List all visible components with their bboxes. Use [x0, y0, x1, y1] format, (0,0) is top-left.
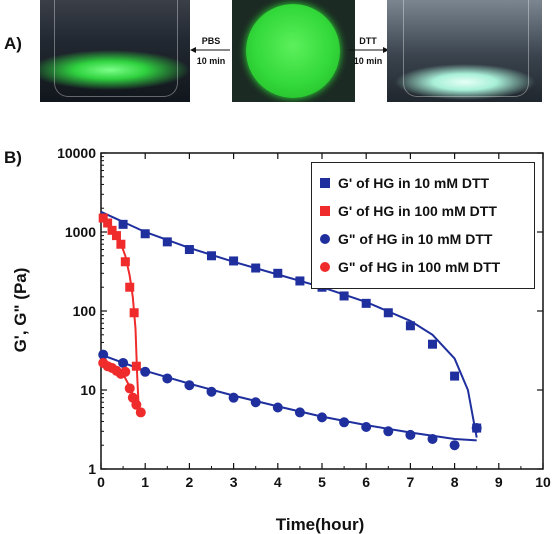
data-point-square: [118, 219, 128, 229]
legend-item: G' of HG in 10 mM DTT: [320, 173, 489, 193]
data-point-circle: [140, 366, 151, 377]
arrow-left-bottom-label: 10 min: [196, 56, 226, 66]
x-tick-label: 4: [274, 474, 282, 490]
legend-item: G" of HG in 100 mM DTT: [320, 257, 500, 277]
data-point-square: [103, 218, 113, 228]
data-point-square: [162, 237, 172, 247]
photo-dissolved-in-dtt: [387, 0, 542, 102]
chart-legend: G' of HG in 10 mM DTT G' of HG in 100 mM …: [311, 162, 535, 289]
x-tick-label: 0: [97, 474, 105, 490]
x-tick-label: 8: [451, 474, 459, 490]
legend-label: G" of HG in 10 mM DTT: [338, 231, 493, 247]
x-tick-label: 9: [495, 474, 503, 490]
data-point-circle: [272, 402, 283, 413]
panel-b-label: B): [4, 148, 22, 167]
data-point-circle: [206, 386, 217, 397]
fit-line-series-3: [100, 353, 477, 442]
data-point-circle: [162, 373, 173, 384]
data-point-square: [405, 321, 415, 331]
data-point-circle: [294, 407, 305, 418]
panel-a-label: A): [4, 34, 22, 53]
legend-label: G" of HG in 100 mM DTT: [338, 259, 501, 275]
legend-square-marker: [320, 178, 330, 188]
legend-item: G' of HG in 100 mM DTT: [320, 201, 497, 221]
y-tick-label: 10000: [57, 145, 96, 161]
data-point-square: [251, 263, 261, 273]
x-tick-label: 7: [407, 474, 415, 490]
vial-outline-right: [403, 0, 529, 97]
arrow-right-top-label: DTT: [359, 36, 377, 46]
x-tick-label: 2: [186, 474, 194, 490]
data-point-circle: [449, 440, 460, 451]
legend-item: G" of HG in 10 mM DTT: [320, 229, 492, 249]
x-tick-label: 6: [362, 474, 370, 490]
data-point-square: [116, 239, 126, 249]
legend-circle-marker: [320, 234, 330, 244]
y-tick-label: 1000: [65, 224, 96, 240]
data-point-square: [207, 251, 216, 261]
data-point-square: [273, 268, 283, 278]
legend-label: G' of HG in 10 mM DTT: [338, 175, 490, 191]
glowing-hydrogel-disc: [246, 4, 340, 98]
x-tick-label: 10: [535, 474, 551, 490]
data-point-square: [120, 257, 130, 267]
data-marks: [98, 213, 482, 451]
data-point-square: [428, 339, 437, 349]
data-point-circle: [98, 349, 109, 360]
data-point-circle: [383, 426, 394, 437]
data-point-square: [107, 225, 117, 235]
data-point-circle: [120, 366, 131, 377]
data-point-square: [383, 308, 393, 318]
data-point-circle: [317, 412, 327, 423]
arrow-right-bottom-label: 10 min: [353, 56, 383, 66]
arrow-right-annotation: DTT 10 min: [347, 36, 389, 66]
x-tick-label: 1: [141, 474, 149, 490]
photo-hydrogel-disc: [232, 0, 355, 102]
legend-circle-marker: [320, 262, 330, 272]
data-point-square: [184, 245, 194, 255]
data-point-square: [295, 276, 305, 286]
legend-label: G' of HG in 100 mM DTT: [338, 203, 497, 219]
data-point-square: [125, 282, 135, 292]
y-axis-label: G', G" (Pa): [11, 268, 30, 353]
data-point-square: [98, 213, 108, 223]
arrow-right-icon: [349, 47, 389, 53]
data-point-circle: [118, 357, 129, 368]
x-tick-label: 5: [318, 474, 326, 490]
vial-outline-left: [54, 0, 178, 97]
arrow-left-top-label: PBS: [201, 36, 221, 46]
data-point-square: [129, 308, 139, 318]
data-point-circle: [228, 392, 239, 403]
x-axis-label: Time(hour): [276, 515, 364, 534]
y-tick-label: 100: [73, 303, 97, 319]
data-point-circle: [124, 383, 135, 394]
arrow-left-icon: [190, 47, 230, 53]
data-point-square: [450, 371, 460, 381]
data-point-square: [131, 361, 141, 371]
data-point-circle: [405, 429, 416, 440]
data-point-square: [111, 231, 121, 241]
data-point-circle: [184, 380, 195, 391]
data-point-circle: [427, 433, 438, 444]
y-tick-label: 10: [80, 382, 96, 398]
data-point-square: [361, 298, 371, 308]
data-point-circle: [339, 417, 350, 428]
data-point-circle: [361, 422, 372, 433]
data-point-square: [339, 291, 349, 301]
arrow-left-annotation: PBS 10 min: [190, 36, 232, 66]
y-tick-label: 1: [88, 461, 96, 477]
data-point-circle: [131, 399, 142, 410]
data-point-square: [229, 256, 239, 266]
legend-square-marker: [320, 206, 330, 216]
data-point-circle: [250, 397, 261, 408]
x-tick-label: 3: [230, 474, 238, 490]
data-point-circle: [471, 423, 482, 434]
data-point-square: [140, 229, 150, 239]
data-point-circle: [135, 407, 146, 418]
photo-hydrogel-in-pbs: [40, 0, 190, 102]
